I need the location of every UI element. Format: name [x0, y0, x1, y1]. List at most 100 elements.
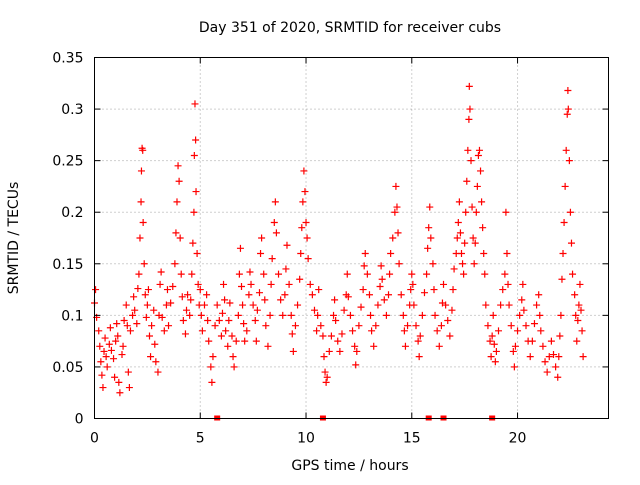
- data-point: [352, 361, 360, 369]
- data-points: [91, 82, 587, 397]
- data-point: [297, 249, 305, 257]
- data-point: [187, 296, 195, 304]
- data-point: [545, 353, 553, 361]
- data-point: [243, 327, 251, 335]
- data-point: [455, 198, 463, 206]
- data-point: [386, 270, 394, 278]
- data-point: [275, 270, 283, 278]
- data-point: [267, 280, 275, 288]
- data-point: [471, 239, 479, 247]
- data-point: [287, 311, 295, 319]
- x-axis-title: GPS time / hours: [291, 458, 408, 474]
- data-point: [228, 332, 236, 340]
- data-point: [331, 296, 339, 304]
- data-point: [387, 249, 395, 257]
- data-point: [564, 105, 572, 113]
- data-point: [133, 320, 141, 328]
- data-point: [204, 317, 212, 325]
- data-point: [565, 157, 573, 165]
- data-point: [151, 340, 159, 348]
- data-point: [533, 301, 541, 309]
- data-point: [448, 306, 456, 314]
- data-point: [412, 322, 420, 330]
- data-point: [179, 317, 187, 325]
- y-tick-label: 0.3: [61, 102, 83, 118]
- data-point: [467, 157, 475, 165]
- data-point: [425, 224, 433, 232]
- data-point: [368, 327, 376, 335]
- data-point: [566, 208, 574, 216]
- data-point: [232, 337, 240, 345]
- data-point: [103, 363, 111, 371]
- data-point: [260, 270, 268, 278]
- data-point: [552, 363, 560, 371]
- data-point: [330, 311, 338, 319]
- data-point: [120, 317, 128, 325]
- y-tick-label: 0.2: [61, 205, 83, 221]
- data-point: [449, 286, 457, 294]
- data-point: [285, 280, 293, 288]
- data-point: [99, 384, 107, 392]
- data-point: [484, 322, 492, 330]
- data-point: [334, 337, 342, 345]
- data-point: [165, 322, 173, 330]
- data-point: [338, 330, 346, 338]
- data-point: [294, 301, 302, 309]
- data-point: [526, 353, 534, 361]
- data-point: [520, 306, 528, 314]
- data-point: [574, 317, 582, 325]
- data-point: [343, 270, 351, 278]
- data-point: [209, 353, 217, 361]
- data-point: [139, 146, 147, 154]
- data-point: [486, 337, 494, 345]
- data-point: [160, 327, 168, 335]
- data-point: [477, 167, 485, 175]
- data-point: [424, 244, 432, 252]
- data-point: [125, 384, 133, 392]
- data-point: [389, 234, 397, 242]
- data-point: [541, 358, 549, 366]
- data-point: [142, 313, 150, 321]
- data-point: [140, 260, 148, 268]
- data-point: [323, 373, 331, 381]
- data-point: [547, 337, 555, 345]
- data-point: [315, 286, 323, 294]
- data-point: [505, 301, 513, 309]
- data-point: [238, 282, 246, 290]
- data-point: [96, 342, 104, 350]
- data-point: [314, 311, 322, 319]
- data-point: [400, 327, 408, 335]
- data-point: [555, 353, 563, 361]
- data-point: [148, 322, 156, 330]
- data-point: [395, 260, 403, 268]
- data-point: [184, 291, 192, 299]
- data-point: [460, 270, 468, 278]
- data-point: [169, 282, 177, 290]
- data-point: [174, 162, 182, 170]
- data-point: [482, 301, 490, 309]
- data-point: [205, 337, 213, 345]
- data-point: [464, 146, 472, 154]
- data-point: [198, 327, 206, 335]
- data-point: [279, 311, 287, 319]
- data-point: [288, 330, 296, 338]
- data-point: [101, 334, 109, 342]
- data-point: [134, 285, 142, 293]
- data-point: [130, 293, 138, 301]
- data-point: [172, 229, 180, 237]
- data-point: [257, 249, 265, 257]
- data-point: [539, 342, 547, 350]
- data-point: [537, 327, 545, 335]
- data-point: [442, 301, 450, 309]
- data-point: [470, 260, 478, 268]
- data-point: [359, 286, 367, 294]
- data-point: [558, 275, 566, 283]
- data-point: [176, 234, 184, 242]
- data-point: [143, 301, 151, 309]
- data-point: [115, 378, 123, 386]
- data-point: [118, 351, 126, 359]
- data-point: [472, 208, 480, 216]
- data-point: [564, 87, 572, 95]
- data-point: [105, 340, 113, 348]
- data-point: [392, 182, 400, 190]
